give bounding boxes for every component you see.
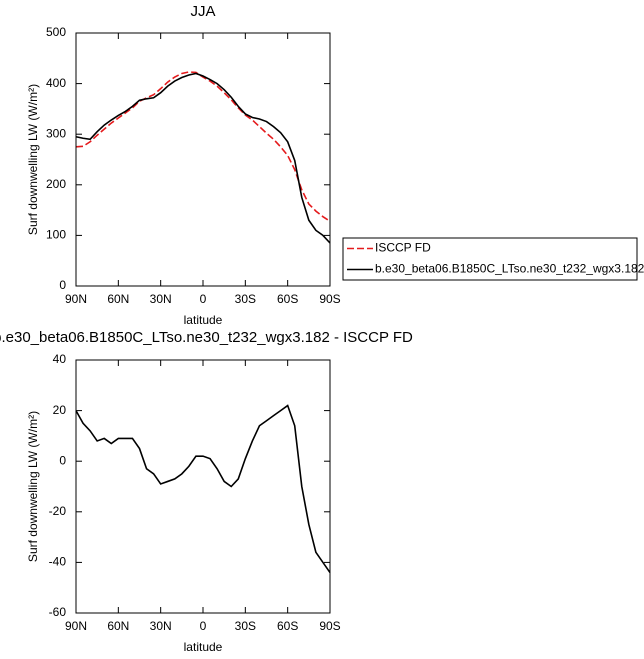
data-line xyxy=(75,404,331,573)
x-tick-label: 0 xyxy=(200,292,207,306)
chart-title: JJA xyxy=(190,3,215,20)
y-tick-label: 500 xyxy=(46,25,66,39)
legend-label: ISCCP FD xyxy=(375,241,431,255)
x-tick-label: 60S xyxy=(277,619,298,633)
x-axis-label: latitude xyxy=(184,313,223,327)
y-tick-label: -20 xyxy=(49,504,67,518)
y-tick-label: 20 xyxy=(53,403,67,417)
data-line xyxy=(75,72,331,244)
x-tick-label: 60S xyxy=(277,292,298,306)
y-tick-label: 40 xyxy=(53,352,67,366)
x-tick-label: 30S xyxy=(235,292,256,306)
y-tick-label: 300 xyxy=(46,126,66,140)
x-tick-label: 90N xyxy=(65,619,87,633)
y-tick-label: 400 xyxy=(46,76,66,90)
x-tick-label: 30S xyxy=(235,619,256,633)
x-tick-label: 90S xyxy=(319,619,340,633)
y-tick-label: 0 xyxy=(59,278,66,292)
legend-box xyxy=(342,237,638,281)
x-tick-label: 60N xyxy=(107,292,129,306)
chart-title: b.e30_beta06.B1850C_LTso.ne30_t232_wgx3.… xyxy=(0,329,413,346)
x-tick-label: 60N xyxy=(107,619,129,633)
y-tick-label: 200 xyxy=(46,177,66,191)
x-tick-label: 90S xyxy=(319,292,340,306)
y-axis-label: Surf downwelling LW (W/m²) xyxy=(26,84,40,235)
y-tick-label: 100 xyxy=(46,228,66,242)
y-tick-label: 0 xyxy=(59,453,66,467)
x-axis-label: latitude xyxy=(184,640,223,654)
x-tick-label: 30N xyxy=(150,619,172,633)
x-tick-label: 90N xyxy=(65,292,87,306)
plot-frame xyxy=(75,32,331,287)
y-axis-label: Surf downwelling LW (W/m²) xyxy=(26,411,40,562)
y-tick-label: -60 xyxy=(49,605,67,619)
data-line xyxy=(75,71,331,222)
x-tick-label: 0 xyxy=(200,619,207,633)
legend-label: b.e30_beta06.B1850C_LTso.ne30_t232_wgx3.… xyxy=(375,262,644,276)
plot-frame xyxy=(75,359,331,614)
x-tick-label: 30N xyxy=(150,292,172,306)
y-tick-label: -40 xyxy=(49,555,67,569)
